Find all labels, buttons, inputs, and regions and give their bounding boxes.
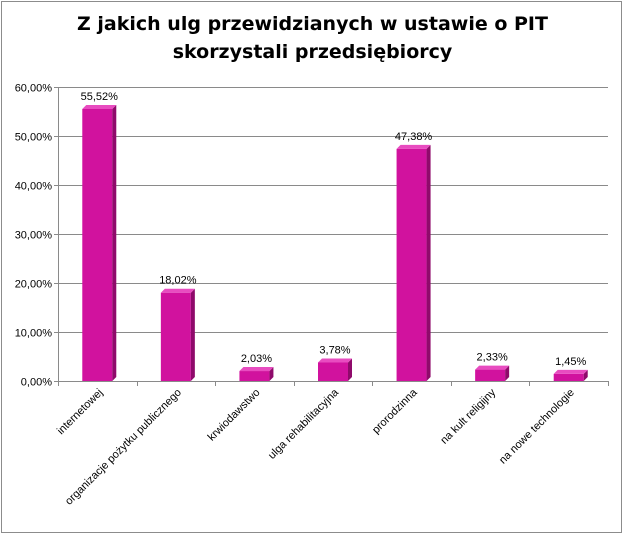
bar-side	[505, 365, 510, 381]
data-labels: 55,52% 18,02% 2,03% 3,78% 47,38% 2,33% 1,45%	[81, 91, 587, 368]
bar-top	[239, 367, 274, 372]
bar-top	[82, 104, 117, 109]
y-tick-label: 20,00%	[15, 279, 53, 291]
category-label: na kult religijny	[438, 386, 498, 446]
y-tick-label: 30,00%	[15, 230, 53, 242]
data-label: 3,78%	[319, 344, 350, 356]
bar-group	[239, 367, 274, 381]
bar-top	[160, 288, 195, 293]
category-label: krwiodawstwo	[206, 387, 263, 444]
y-axis: 0,00% 10,00% 20,00% 30,00% 40,00% 50,00% 60,00…	[15, 83, 59, 389]
gridlines	[58, 87, 608, 382]
data-label: 2,03%	[241, 353, 272, 365]
chart-title-line-2: skorzystali przedsiębiorcy	[172, 41, 453, 63]
bars	[82, 104, 588, 382]
bar	[318, 362, 348, 381]
category-label: prorodzinna	[370, 386, 420, 436]
bar-top	[318, 358, 352, 363]
category-label: na nowe technologie	[497, 387, 577, 467]
bar	[239, 371, 270, 381]
bar	[396, 148, 427, 381]
y-tick-label: 10,00%	[15, 328, 53, 340]
bar-group	[318, 358, 352, 381]
bar-group	[160, 288, 195, 381]
bar-side	[190, 288, 195, 381]
bar-top	[475, 365, 510, 370]
category-label: ulga rehabilitacyjna	[266, 386, 342, 462]
category-label: internetowej	[55, 387, 105, 437]
y-tick-label: 40,00%	[15, 181, 53, 193]
bar-top	[396, 144, 431, 149]
bar	[553, 373, 584, 381]
bar	[82, 108, 113, 382]
y-tick-label: 50,00%	[15, 132, 53, 144]
data-label: 1,45%	[555, 356, 586, 368]
data-label: 47,38%	[395, 131, 433, 143]
data-label: 18,02%	[159, 275, 197, 287]
bar-side	[112, 104, 117, 382]
bar	[160, 292, 191, 381]
data-label: 2,33%	[477, 352, 508, 364]
bar	[475, 369, 506, 381]
bar-group	[82, 104, 117, 382]
bar-group	[396, 144, 431, 381]
bar-side	[583, 369, 588, 381]
chart-title-line-1: Z jakich ulg przewidzianych w ustawie o …	[77, 13, 548, 35]
bar-top	[553, 369, 588, 374]
y-tick-label: 0,00%	[21, 377, 52, 389]
bar-side	[426, 144, 431, 381]
data-label: 55,52%	[81, 91, 119, 103]
chart-title: Z jakich ulg przewidzianych w ustawie o …	[0, 10, 625, 66]
y-tick-label: 60,00%	[15, 83, 53, 95]
bar-group	[475, 365, 510, 381]
bar-side	[269, 367, 274, 381]
bar-side	[348, 358, 352, 381]
bar-group	[553, 369, 588, 381]
